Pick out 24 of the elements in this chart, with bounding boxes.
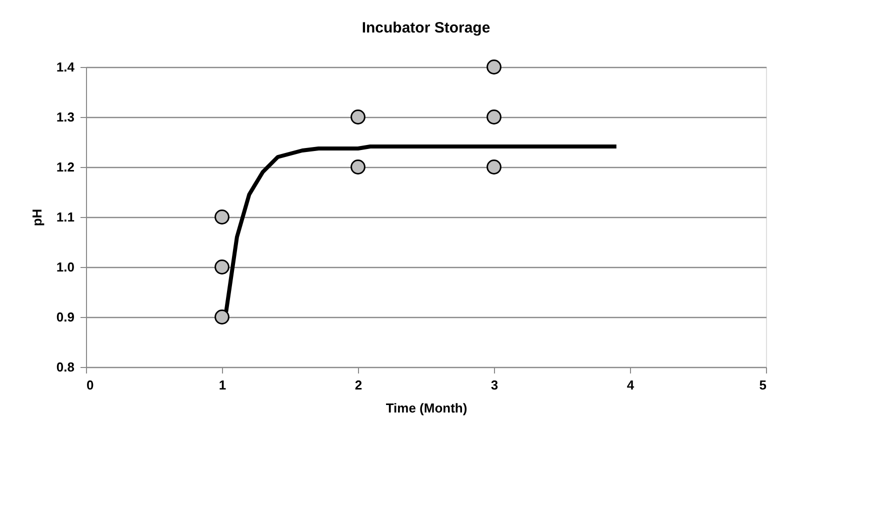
y-tick-label: 1.1 <box>56 210 74 224</box>
y-tick-label: 0.8 <box>56 360 74 374</box>
x-tick-label: 5 <box>759 378 766 392</box>
y-tick-label: 0.9 <box>56 310 74 324</box>
x-tick-label: 2 <box>354 378 362 392</box>
point <box>214 260 230 274</box>
x-tick-label: 4 <box>626 378 635 392</box>
y-tick-label: 1.0 <box>56 260 74 274</box>
y-tick-label: 1.3 <box>56 110 74 124</box>
y-tick-label: 1.2 <box>56 160 74 174</box>
x-tick-label: 3 <box>490 378 498 392</box>
point <box>486 60 502 74</box>
point <box>214 210 230 224</box>
point <box>486 160 502 174</box>
y-tick-label: 1.4 <box>56 60 76 74</box>
y-axis-title: pH <box>29 208 44 226</box>
point <box>486 110 502 124</box>
x-tick-label: 0 <box>86 378 94 392</box>
point <box>214 310 230 324</box>
point <box>350 110 366 124</box>
chart-title: Incubator Storage <box>362 19 490 36</box>
point <box>350 160 366 174</box>
x-tick-label: 1 <box>218 378 226 392</box>
x-axis-title: Time (Month) <box>386 400 468 416</box>
